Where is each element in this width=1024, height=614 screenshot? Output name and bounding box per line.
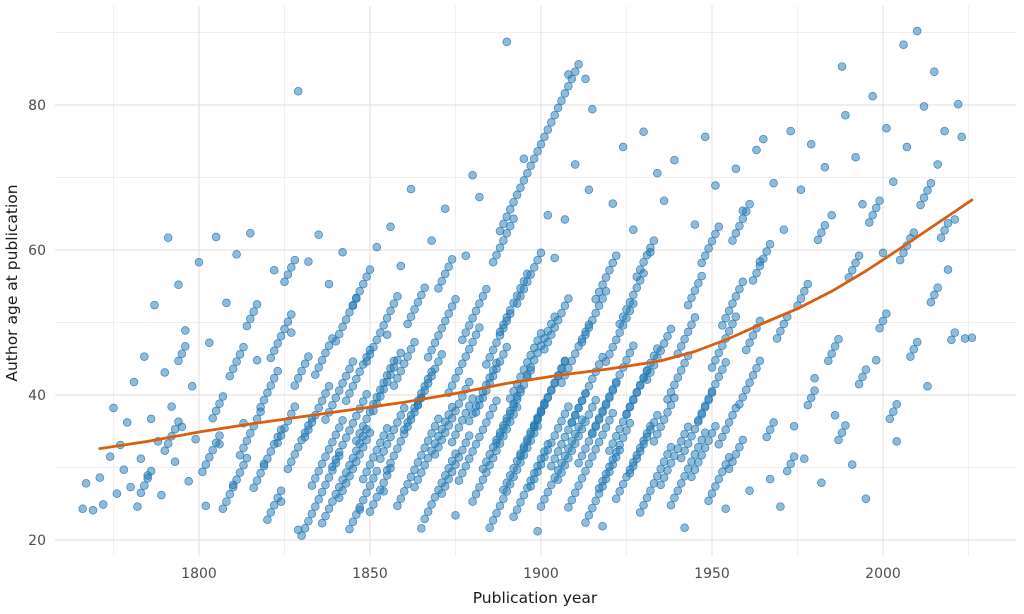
x-axis-title: Publication year [473, 589, 598, 607]
scatter-points-layer [78, 26, 977, 540]
svg-text:2000: 2000 [865, 566, 901, 582]
svg-text:40: 40 [28, 388, 46, 404]
svg-text:1950: 1950 [694, 566, 730, 582]
svg-text:60: 60 [28, 243, 46, 259]
svg-text:1850: 1850 [352, 566, 388, 582]
y-axis-tick-labels: 20 40 60 80 [28, 98, 46, 549]
svg-text:20: 20 [28, 533, 46, 549]
svg-text:1800: 1800 [181, 566, 217, 582]
trend-line-layer [98, 198, 974, 451]
y-axis-title: Author age at publication [3, 184, 21, 381]
svg-text:1900: 1900 [523, 566, 559, 582]
minor-gridlines [55, 6, 1016, 556]
svg-text:80: 80 [28, 98, 46, 114]
x-axis-tick-labels: 1800 1850 1900 1950 2000 [181, 566, 901, 582]
